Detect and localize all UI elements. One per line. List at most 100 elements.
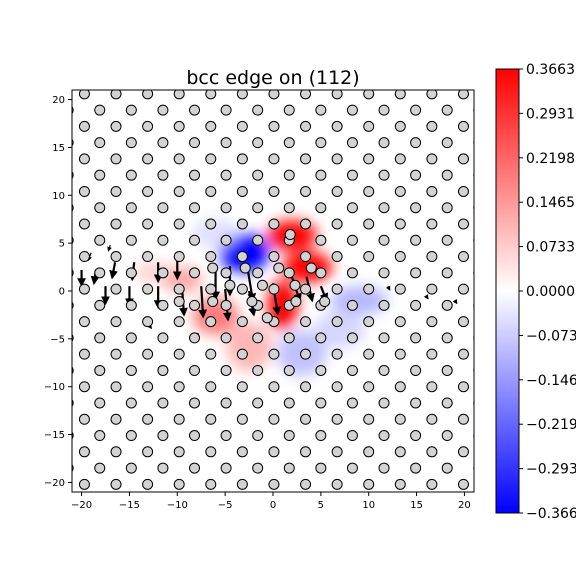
atom-marker: [189, 397, 201, 409]
atom-marker: [252, 234, 264, 246]
atom-marker: [142, 413, 154, 425]
atom-marker: [78, 251, 90, 263]
atom-marker: [473, 270, 474, 276]
atom-marker: [441, 332, 453, 344]
atom-marker: [441, 364, 453, 376]
atom-marker: [157, 137, 169, 149]
atom-marker: [252, 267, 264, 279]
atom-marker: [410, 267, 422, 279]
atom-marker: [300, 381, 312, 393]
atom-marker: [457, 283, 469, 295]
atom-marker: [473, 139, 474, 146]
atom-marker: [157, 364, 169, 376]
atom-marker: [315, 137, 327, 149]
atom-marker: [426, 251, 438, 263]
atom-marker: [363, 316, 375, 328]
atom-marker: [125, 234, 137, 246]
atom-marker: [363, 478, 375, 490]
atom-marker: [378, 364, 390, 376]
atom-marker: [78, 153, 90, 165]
atom-marker: [331, 413, 343, 425]
atom-marker: [189, 202, 201, 214]
atom-marker: [346, 234, 358, 246]
atom-marker: [300, 348, 312, 360]
atom-marker: [220, 267, 232, 279]
atom-marker: [394, 185, 406, 197]
atom-marker: [78, 90, 90, 100]
core-atom-marker: [273, 262, 285, 274]
x-tick-label: −15: [119, 500, 140, 511]
atom-marker: [189, 364, 201, 376]
atom-marker: [236, 478, 248, 490]
atom-marker: [268, 381, 280, 393]
atom-marker: [157, 430, 169, 442]
atom-marker: [236, 90, 248, 100]
atom-marker: [331, 446, 343, 458]
atom-marker: [157, 234, 169, 246]
atom-marker: [173, 348, 185, 360]
atom-marker: [410, 397, 422, 409]
core-atom-marker: [246, 296, 258, 308]
colorbar-tick-label: 0.2198: [526, 151, 575, 167]
atom-marker: [157, 104, 169, 116]
atom-marker: [410, 169, 422, 181]
atom-marker: [331, 251, 343, 263]
atom-marker: [441, 104, 453, 116]
atom-marker: [300, 120, 312, 132]
atom-marker: [236, 153, 248, 165]
atom-marker: [363, 153, 375, 165]
atom-marker: [236, 381, 248, 393]
atom-marker: [205, 90, 217, 100]
atom-marker: [268, 251, 280, 263]
atom-marker: [110, 185, 122, 197]
atom-marker: [110, 446, 122, 458]
atom-marker: [173, 251, 185, 263]
atom-marker: [125, 332, 137, 344]
atom-marker: [220, 332, 232, 344]
atom-marker: [252, 364, 264, 376]
atom-marker: [220, 202, 232, 214]
atom-marker: [410, 104, 422, 116]
atom-marker: [473, 172, 474, 178]
atom-marker: [189, 234, 201, 246]
atom-marker: [142, 283, 154, 295]
atom-marker: [236, 316, 248, 328]
core-atom-marker: [305, 262, 317, 274]
atom-marker: [236, 283, 248, 295]
atom-marker: [441, 430, 453, 442]
atom-marker: [78, 446, 90, 458]
atom-marker: [346, 104, 358, 116]
atom-marker: [315, 169, 327, 181]
atom-marker: [252, 169, 264, 181]
atom-marker: [331, 185, 343, 197]
atom-marker: [363, 90, 375, 100]
atom-marker: [94, 397, 106, 409]
atom-marker: [142, 381, 154, 393]
atom-marker: [189, 104, 201, 116]
atom-marker: [142, 478, 154, 490]
atom-marker: [426, 381, 438, 393]
atom-marker: [300, 283, 312, 295]
colorbar-tick-label: −0.0733: [526, 328, 576, 344]
atom-marker: [300, 413, 312, 425]
atom-marker: [268, 218, 280, 230]
atom-marker: [252, 397, 264, 409]
atom-marker: [315, 202, 327, 214]
atom-marker: [173, 90, 185, 100]
atom-marker: [283, 430, 295, 442]
atom-marker: [125, 169, 137, 181]
atom-marker: [125, 202, 137, 214]
x-tick-label: 10: [362, 500, 375, 511]
atom-marker: [346, 267, 358, 279]
core-atom-marker: [261, 312, 273, 324]
displacement-arrow: [109, 262, 118, 280]
atom-marker: [410, 332, 422, 344]
y-tick-label: −15: [44, 430, 65, 441]
atom-marker: [300, 90, 312, 100]
displacement-arrow: [107, 244, 112, 252]
atom-marker: [110, 218, 122, 230]
atom-marker: [205, 348, 217, 360]
atom-marker: [125, 364, 137, 376]
atom-marker: [220, 169, 232, 181]
